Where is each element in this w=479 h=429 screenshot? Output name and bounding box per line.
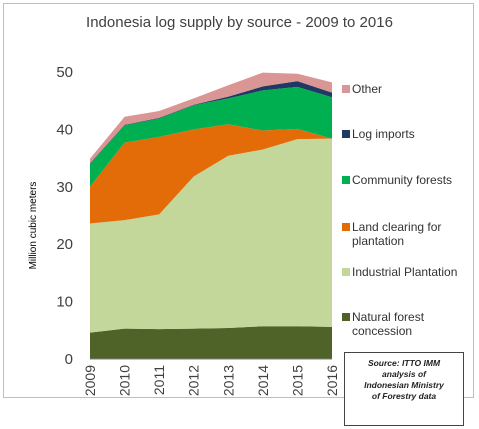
source-note-line: Source: ITTO IMM bbox=[367, 358, 441, 368]
x-tick-label: 2012 bbox=[186, 365, 202, 396]
legend-label: Community forests bbox=[352, 173, 453, 187]
x-tick-label: 2011 bbox=[151, 365, 167, 395]
legend-label: Other bbox=[352, 82, 383, 96]
legend-label: Industrial Plantation bbox=[352, 265, 458, 279]
x-tick-label: 2013 bbox=[220, 365, 236, 396]
area-industrial-plantation bbox=[90, 138, 332, 333]
x-tick-label: 2010 bbox=[117, 365, 133, 396]
legend-swatch bbox=[342, 313, 350, 321]
y-tick-label: 10 bbox=[56, 294, 73, 311]
legend-item: Industrial Plantation bbox=[342, 265, 464, 279]
area-community-forests bbox=[90, 86, 332, 187]
legend-swatch bbox=[342, 223, 350, 231]
legend-item: Natural forest concession bbox=[342, 310, 464, 338]
legend-label: Log imports bbox=[352, 127, 415, 141]
area-other bbox=[90, 72, 332, 164]
y-tick-label: 0 bbox=[65, 351, 73, 368]
legend-swatch bbox=[342, 268, 350, 276]
chart-title: Indonesia log supply by source - 2009 to… bbox=[86, 14, 393, 31]
x-tick-label: 2016 bbox=[324, 365, 340, 396]
y-tick-label: 20 bbox=[56, 236, 73, 253]
x-tick-label: 2015 bbox=[289, 365, 305, 396]
y-axis-label: Million cubic meters bbox=[28, 182, 39, 270]
area-natural-forest-concession bbox=[90, 326, 332, 359]
legend-item: Community forests bbox=[342, 173, 464, 187]
legend-swatch bbox=[342, 85, 350, 93]
legend-label: Land clearing for plantation bbox=[352, 220, 442, 248]
y-tick-label: 40 bbox=[56, 121, 73, 138]
y-tick-label: 50 bbox=[56, 64, 73, 81]
x-tick-label: 2014 bbox=[255, 365, 271, 396]
legend-item: Log imports bbox=[342, 127, 464, 141]
legend-item: Other bbox=[342, 82, 464, 96]
legend-item: Land clearing for plantation bbox=[342, 220, 464, 248]
legend-swatch bbox=[342, 130, 350, 138]
source-note-line: of Forestry data bbox=[371, 391, 437, 401]
x-tick-label: 2009 bbox=[82, 365, 98, 396]
legend-swatch bbox=[342, 176, 350, 184]
source-note-line: Indonesian Ministry bbox=[364, 380, 444, 390]
source-note: Source: ITTO IMM analysis of Indonesian Mi… bbox=[344, 352, 464, 426]
legend-label: Natural forest concession bbox=[352, 310, 425, 338]
area-land-clearing-for-plantation bbox=[90, 124, 332, 224]
area-log-imports bbox=[90, 81, 332, 164]
source-note-line: analysis of bbox=[382, 369, 426, 379]
y-tick-label: 30 bbox=[56, 179, 73, 196]
